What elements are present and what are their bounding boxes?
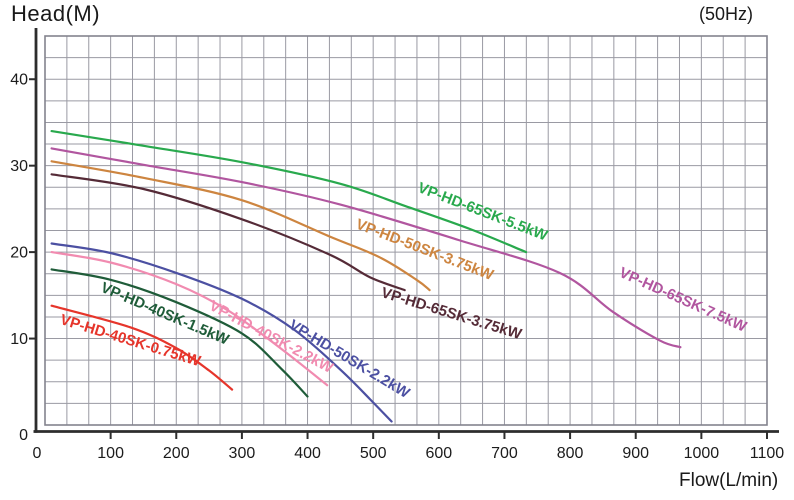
curve-VP-HD-50SK-3.75kW <box>50 160 431 292</box>
curve-VP-HD-40SK-2.2kW <box>50 251 329 387</box>
x-tick-label: 400 <box>294 445 321 462</box>
x-tick-label: 900 <box>622 445 649 462</box>
y-tick-label: 30 <box>10 158 28 175</box>
y-tick-label: 40 <box>10 72 28 89</box>
curve-VP-HD-65SK-5.5kW <box>50 130 528 254</box>
x-tick-label: 300 <box>229 445 256 462</box>
curve-VP-HD-40SK-1.5kW <box>50 268 309 398</box>
grid-border <box>44 35 768 426</box>
frequency-label: (50Hz) <box>699 4 754 24</box>
grid-lines <box>44 35 768 426</box>
curve-VP-HD-65SK-7.5kW <box>50 147 682 349</box>
curve-VP-HD-65SK-3.75kW <box>50 173 406 292</box>
y-tick-label: 10 <box>10 331 28 348</box>
x-tick-label: 200 <box>163 445 190 462</box>
x-tick-label: 1000 <box>684 445 720 462</box>
x-tick-label: 500 <box>360 445 387 462</box>
x-tick-label: 600 <box>425 445 452 462</box>
y-axis-title: Head(M) <box>11 1 101 26</box>
curve-VP-HD-50SK-2.2kW <box>50 242 393 423</box>
x-axis-title: Flow(L/min) <box>679 470 779 491</box>
y-tick-label: 20 <box>10 245 28 262</box>
curve-label-VP-HD-65SK-3.75kW: VP-HD-65SK-3.75kW <box>379 284 524 343</box>
x-tick-label: 100 <box>97 445 124 462</box>
curve-VP-HD-40SK-0.75kW <box>50 304 234 391</box>
y-tick-label: 0 <box>19 427 28 444</box>
x-tick-label: 800 <box>557 445 584 462</box>
x-tick-label: 700 <box>491 445 518 462</box>
x-tick-label: 1100 <box>750 445 785 462</box>
curve-label-VP-HD-65SK-7.5kW: VP-HD-65SK-7.5kW <box>617 264 750 336</box>
x-tick-label: 0 <box>33 445 42 462</box>
